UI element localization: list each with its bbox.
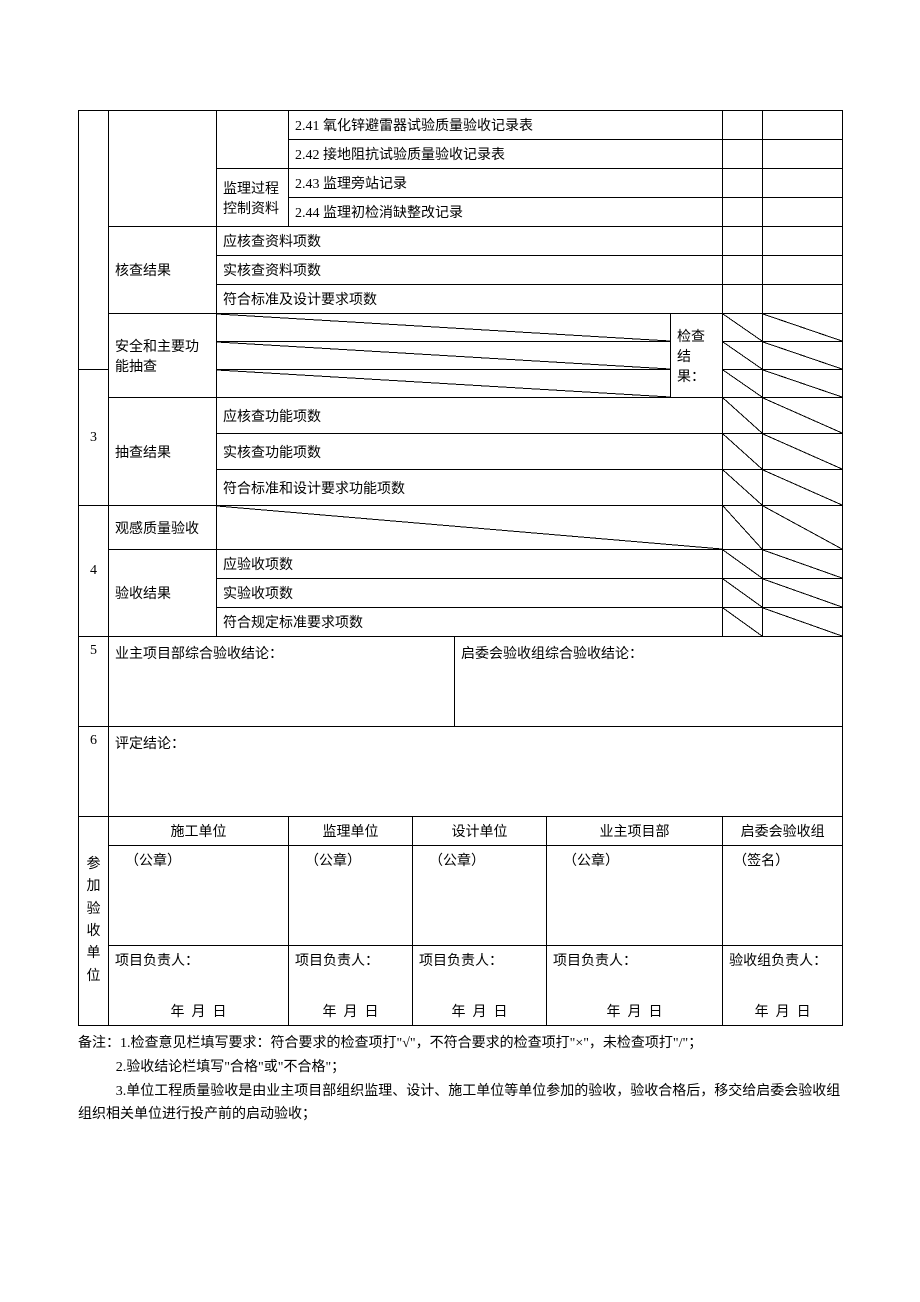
section-3: 3 (79, 370, 109, 506)
participants-label: 参加验收单位 (79, 817, 109, 1026)
committee-conclusion: 启委会验收组综合验收结论： (455, 637, 843, 727)
cell-blank (763, 285, 843, 314)
diag-cell (217, 314, 671, 342)
supervision-seal: （公章） (289, 846, 413, 946)
check-result-header: 检查结果： (671, 314, 723, 398)
diag-cell (217, 342, 671, 370)
diag-cell (217, 506, 723, 550)
diag-cell (723, 579, 763, 608)
check-result-label: 核查结果 (109, 227, 217, 314)
design-unit-header: 设计单位 (413, 817, 547, 846)
spot-result-label: 抽查结果 (109, 398, 217, 506)
design-leader-cell: 项目负责人： 年 月 日 (413, 946, 547, 1026)
cell-blank (763, 198, 843, 227)
group-leader-cell: 验收组负责人： 年 月 日 (723, 946, 843, 1026)
diag-cell (723, 506, 763, 550)
owner-conclusion: 业主项目部综合验收结论： (109, 637, 455, 727)
construction-leader-cell: 项目负责人： 年 月 日 (109, 946, 289, 1026)
note-1: 备注：1.检查意见栏填写要求：符合要求的检查项打"√"，不符合要求的检查项打"×… (78, 1032, 842, 1056)
cell-blank (723, 169, 763, 198)
main-table: 2.41 氧化锌避雷器试验质量验收记录表 2.42 接地阻抗试验质量验收记录表 … (78, 110, 843, 1026)
cell-blank (763, 227, 843, 256)
cell-blank (723, 227, 763, 256)
cell-blank (763, 169, 843, 198)
diag-cell (723, 370, 763, 398)
diag-cell (763, 314, 843, 342)
diag-cell (723, 398, 763, 434)
group-signature: （签名） (723, 846, 843, 946)
supervision-label: 监理过程控制资料 (217, 169, 289, 227)
cell-blank (723, 140, 763, 169)
section-5: 5 (79, 637, 109, 727)
diag-cell (763, 608, 843, 637)
supervision-leader-cell: 项目负责人： 年 月 日 (289, 946, 413, 1026)
eval-conclusion: 评定结论： (109, 727, 843, 817)
group-date: 年 月 日 (723, 1001, 842, 1021)
notes-section: 备注：1.检查意见栏填写要求：符合要求的检查项打"√"，不符合要求的检查项打"×… (78, 1032, 842, 1127)
construction-seal: （公章） (109, 846, 289, 946)
diag-cell (763, 370, 843, 398)
meets-func-standard: 符合标准和设计要求功能项数 (217, 470, 723, 506)
row-242: 2.42 接地阻抗试验质量验收记录表 (289, 140, 723, 169)
section-6: 6 (79, 727, 109, 817)
design-date: 年 月 日 (413, 1001, 546, 1021)
diag-cell (763, 342, 843, 370)
section-4: 4 (79, 506, 109, 637)
supervision-leader: 项目负责人： (295, 954, 379, 969)
should-check-items: 应核查资料项数 (217, 227, 723, 256)
meets-reg-standard: 符合规定标准要求项数 (217, 608, 723, 637)
diag-cell (723, 608, 763, 637)
diag-cell (763, 398, 843, 434)
blank-sub (217, 111, 289, 169)
blank-cat (109, 111, 217, 227)
owner-leader-cell: 项目负责人： 年 月 日 (547, 946, 723, 1026)
cell-blank (763, 256, 843, 285)
cell-blank (723, 111, 763, 140)
safety-func-label: 安全和主要功能抽查 (109, 314, 217, 398)
design-seal: （公章） (413, 846, 547, 946)
note-3: 3.单位工程质量验收是由业主项目部组织监理、设计、施工单位等单位参加的验收，验收… (78, 1080, 842, 1128)
diag-cell (763, 550, 843, 579)
cell-blank (763, 140, 843, 169)
cell-blank (763, 111, 843, 140)
should-check-func: 应核查功能项数 (217, 398, 723, 434)
note-2: 2.验收结论栏填写"合格"或"不合格"； (78, 1056, 842, 1080)
diag-cell (723, 342, 763, 370)
owner-dept-header: 业主项目部 (547, 817, 723, 846)
cell-blank (723, 198, 763, 227)
accept-result-label: 验收结果 (109, 550, 217, 637)
owner-seal: （公章） (547, 846, 723, 946)
supervision-date: 年 月 日 (289, 1001, 412, 1021)
accept-group-header: 启委会验收组 (723, 817, 843, 846)
owner-leader: 项目负责人： (553, 954, 637, 969)
diag-cell (723, 550, 763, 579)
construction-unit-header: 施工单位 (109, 817, 289, 846)
cell-blank (723, 285, 763, 314)
diag-cell (723, 434, 763, 470)
meets-standard: 符合标准及设计要求项数 (217, 285, 723, 314)
diag-cell (723, 314, 763, 342)
diag-cell (763, 470, 843, 506)
group-leader: 验收组负责人： (729, 954, 827, 969)
owner-date: 年 月 日 (547, 1001, 722, 1021)
diag-cell (217, 370, 671, 398)
diag-cell (763, 434, 843, 470)
supervision-unit-header: 监理单位 (289, 817, 413, 846)
design-leader: 项目负责人： (419, 954, 503, 969)
construction-leader: 项目负责人： (115, 954, 199, 969)
diag-cell (723, 470, 763, 506)
construction-date: 年 月 日 (109, 1001, 288, 1021)
cell-blank (723, 256, 763, 285)
row-241: 2.41 氧化锌避雷器试验质量验收记录表 (289, 111, 723, 140)
diag-cell (763, 579, 843, 608)
actual-check-func: 实核查功能项数 (217, 434, 723, 470)
actual-accept: 实验收项数 (217, 579, 723, 608)
should-accept: 应验收项数 (217, 550, 723, 579)
row-243: 2.43 监理旁站记录 (289, 169, 723, 198)
actual-check-items: 实核查资料项数 (217, 256, 723, 285)
diag-cell (763, 506, 843, 550)
row-244: 2.44 监理初检消缺整改记录 (289, 198, 723, 227)
blank-leftcol (79, 111, 109, 370)
visual-quality-label: 观感质量验收 (109, 506, 217, 550)
